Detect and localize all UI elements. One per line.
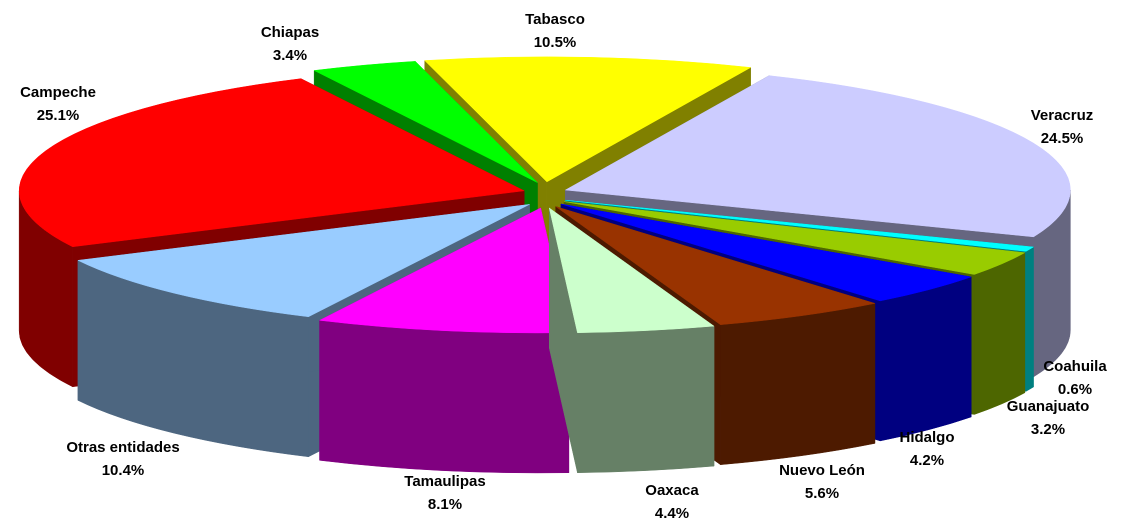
value-label: 25.1% xyxy=(37,107,80,124)
slice-label: Otras entidades xyxy=(66,439,179,456)
value-label: 3.2% xyxy=(1031,421,1065,438)
value-label: 5.6% xyxy=(805,485,839,502)
slice xyxy=(318,207,570,474)
value-label: 10.4% xyxy=(102,462,145,479)
slice-label: Oaxaca xyxy=(645,482,699,499)
value-label: 4.4% xyxy=(655,505,689,522)
slice-label: Veracruz xyxy=(1031,107,1094,124)
slice-wall xyxy=(319,320,570,474)
slice-label: Guanajuato xyxy=(1007,398,1090,415)
value-label: 8.1% xyxy=(428,496,462,513)
slice-top xyxy=(77,204,530,318)
value-label: 4.2% xyxy=(910,452,944,469)
slice-top xyxy=(560,203,973,302)
slice-label: Coahuila xyxy=(1043,358,1107,375)
slice-label: Hidalgo xyxy=(900,429,955,446)
slice-label: Tabasco xyxy=(525,11,585,28)
slice-wall xyxy=(720,303,876,465)
value-label: 0.6% xyxy=(1058,381,1092,398)
slice-wall xyxy=(879,276,972,442)
slice-top xyxy=(18,78,525,248)
value-label: 24.5% xyxy=(1041,130,1084,147)
slice-top xyxy=(313,61,538,183)
slice-top xyxy=(555,206,875,325)
slice-label: Chiapas xyxy=(261,24,319,41)
slice-label: Nuevo León xyxy=(779,462,865,479)
slice-wall xyxy=(1025,246,1034,392)
value-label: 3.4% xyxy=(273,47,307,64)
slice-label: Campeche xyxy=(20,84,96,101)
slice-top xyxy=(565,199,1035,252)
slice-label: Tamaulipas xyxy=(404,473,485,490)
slice-top xyxy=(564,201,1026,275)
slice-top xyxy=(424,56,752,183)
slice-top xyxy=(564,75,1071,238)
value-label: 10.5% xyxy=(534,34,577,51)
slice-top xyxy=(548,207,715,334)
slice-wall xyxy=(974,252,1026,415)
slice xyxy=(548,207,715,474)
slice-wall xyxy=(577,325,715,474)
